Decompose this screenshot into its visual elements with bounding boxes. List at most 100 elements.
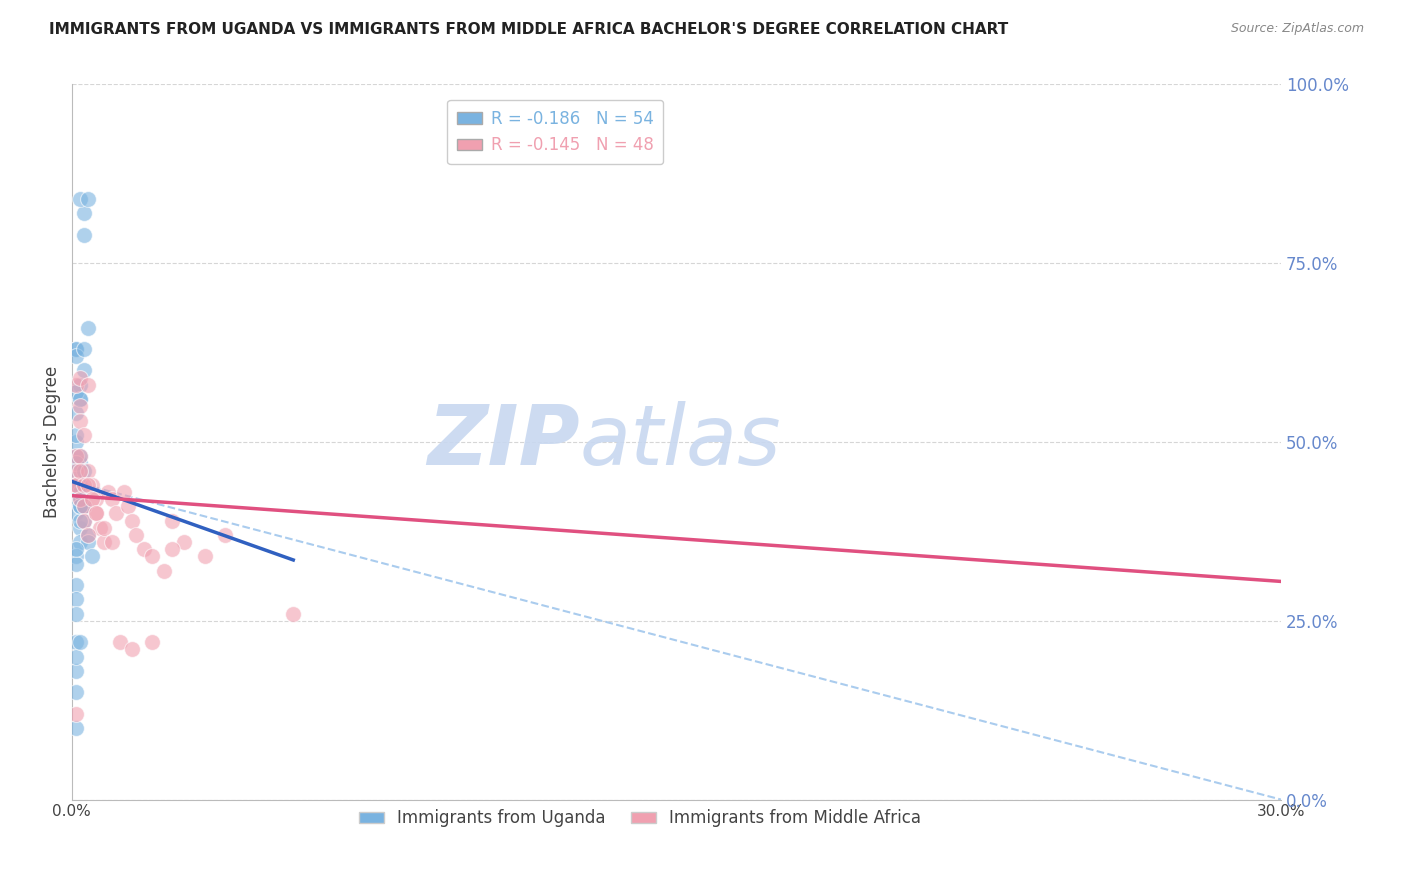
Point (89, 521, 111, 535)
Point (69, 392, 91, 406)
Point (125, 528, 148, 542)
Point (69, 392, 91, 406)
Point (65, 649, 87, 664)
Point (80, 549, 103, 564)
Point (141, 549, 163, 564)
Point (72, 363, 94, 377)
Point (65, 721, 87, 735)
Point (72, 427, 94, 442)
Point (69, 492, 91, 507)
Point (65, 464, 87, 478)
Point (69, 500, 91, 514)
Point (283, 607, 305, 621)
Point (153, 564, 176, 578)
Point (117, 500, 139, 514)
Point (65, 457, 87, 471)
Point (72, 514, 94, 528)
Point (65, 592, 87, 607)
Point (76, 478, 98, 492)
Point (93, 535, 115, 549)
Point (65, 434, 87, 449)
Point (69, 450, 91, 464)
Point (76, 377, 98, 392)
Point (65, 427, 87, 442)
Point (69, 485, 91, 500)
Point (173, 535, 195, 549)
Point (65, 664, 87, 678)
Point (84, 507, 107, 521)
Point (65, 557, 87, 571)
Legend: Immigrants from Uganda, Immigrants from Middle Africa: Immigrants from Uganda, Immigrants from … (353, 803, 928, 834)
Point (101, 535, 124, 549)
Point (84, 507, 107, 521)
Text: atlas: atlas (579, 401, 782, 483)
Point (72, 478, 94, 492)
Point (65, 471, 87, 485)
Point (72, 500, 94, 514)
Point (76, 528, 98, 542)
Point (65, 578, 87, 592)
Point (214, 528, 236, 542)
Point (84, 492, 107, 507)
Point (65, 342, 87, 356)
Point (72, 206, 94, 220)
Text: IMMIGRANTS FROM UGANDA VS IMMIGRANTS FROM MIDDLE AFRICA BACHELOR'S DEGREE CORREL: IMMIGRANTS FROM UGANDA VS IMMIGRANTS FRO… (49, 22, 1008, 37)
Point (69, 635, 91, 649)
Point (65, 377, 87, 392)
Point (69, 478, 91, 492)
Point (162, 514, 184, 528)
Point (121, 514, 143, 528)
Point (101, 492, 124, 507)
Point (65, 542, 87, 557)
Point (72, 514, 94, 528)
Point (69, 377, 91, 392)
Point (69, 413, 91, 427)
Point (69, 450, 91, 464)
Point (65, 349, 87, 363)
Point (108, 635, 131, 649)
Text: ZIP: ZIP (427, 401, 579, 483)
Point (65, 507, 87, 521)
Point (69, 535, 91, 549)
Point (93, 521, 115, 535)
Point (69, 500, 91, 514)
Point (76, 528, 98, 542)
Point (72, 464, 94, 478)
Point (65, 706, 87, 721)
Point (69, 492, 91, 507)
Text: Source: ZipAtlas.com: Source: ZipAtlas.com (1230, 22, 1364, 36)
Point (65, 635, 87, 649)
Point (72, 342, 94, 356)
Point (65, 478, 87, 492)
Point (69, 521, 91, 535)
Point (65, 492, 87, 507)
Point (104, 507, 127, 521)
Point (194, 549, 217, 564)
Point (65, 450, 87, 464)
Point (69, 370, 91, 384)
Point (69, 464, 91, 478)
Point (65, 607, 87, 621)
Point (72, 500, 94, 514)
Point (76, 464, 98, 478)
Point (65, 478, 87, 492)
Point (162, 542, 184, 557)
Point (69, 457, 91, 471)
Point (65, 406, 87, 420)
Point (65, 342, 87, 356)
Point (132, 542, 155, 557)
Point (76, 535, 98, 549)
Point (80, 478, 103, 492)
Point (121, 642, 143, 657)
Point (141, 635, 163, 649)
Point (76, 320, 98, 334)
Point (65, 450, 87, 464)
Point (80, 492, 103, 507)
Point (65, 478, 87, 492)
Point (65, 549, 87, 564)
Point (76, 192, 98, 206)
Point (65, 384, 87, 399)
Point (65, 685, 87, 699)
Point (97, 485, 120, 500)
Point (72, 227, 94, 242)
